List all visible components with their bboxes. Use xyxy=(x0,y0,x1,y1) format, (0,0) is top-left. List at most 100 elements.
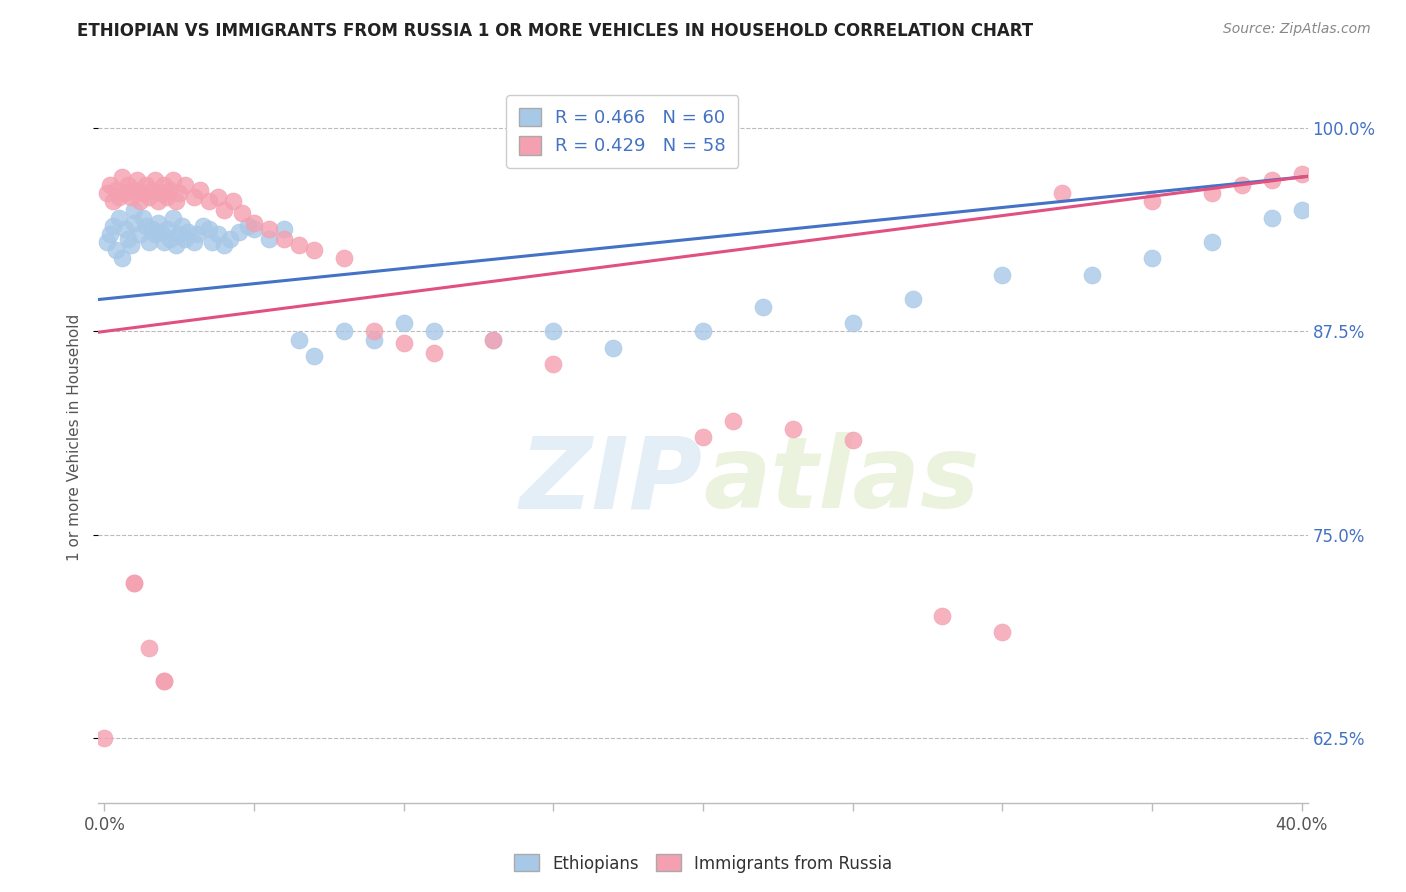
Point xyxy=(138,235,160,249)
Point xyxy=(153,178,176,193)
Point xyxy=(333,252,356,266)
Point xyxy=(243,222,266,236)
Text: ZIP: ZIP xyxy=(520,433,703,530)
Point xyxy=(105,183,128,197)
Point xyxy=(692,430,714,444)
Point xyxy=(100,178,122,193)
Point xyxy=(188,183,211,197)
Point xyxy=(153,235,176,249)
Point xyxy=(165,194,187,209)
Point xyxy=(243,215,266,229)
Point xyxy=(162,211,184,225)
Point xyxy=(422,325,444,339)
Point xyxy=(1140,252,1163,266)
Point xyxy=(174,232,197,246)
Point xyxy=(212,238,235,252)
Point xyxy=(422,345,444,359)
Point xyxy=(288,333,311,347)
Point xyxy=(302,243,325,257)
Point xyxy=(482,333,505,347)
Text: Source: ZipAtlas.com: Source: ZipAtlas.com xyxy=(1223,22,1371,37)
Point xyxy=(1260,173,1282,187)
Point xyxy=(93,731,115,745)
Point xyxy=(143,227,166,241)
Point xyxy=(392,316,415,330)
Point xyxy=(111,169,134,184)
Legend: Ethiopians, Immigrants from Russia: Ethiopians, Immigrants from Russia xyxy=(508,847,898,880)
Point xyxy=(302,349,325,363)
Point xyxy=(124,576,146,591)
Point xyxy=(198,194,221,209)
Point xyxy=(129,227,152,241)
Point xyxy=(124,202,146,217)
Point xyxy=(159,232,181,246)
Point xyxy=(207,227,229,241)
Point xyxy=(257,232,280,246)
Text: atlas: atlas xyxy=(703,433,980,530)
Point xyxy=(117,232,139,246)
Point xyxy=(363,333,385,347)
Point xyxy=(167,186,190,201)
Point xyxy=(141,183,163,197)
Point xyxy=(207,189,229,203)
Point xyxy=(114,186,136,201)
Point xyxy=(1230,178,1253,193)
Point xyxy=(257,222,280,236)
Point xyxy=(193,219,215,233)
Point xyxy=(124,215,146,229)
Point xyxy=(212,202,235,217)
Point xyxy=(120,189,142,203)
Point xyxy=(392,335,415,350)
Point xyxy=(177,225,200,239)
Point xyxy=(174,178,197,193)
Point xyxy=(114,222,136,236)
Point xyxy=(127,173,149,187)
Point xyxy=(363,325,385,339)
Point xyxy=(108,189,131,203)
Y-axis label: 1 or more Vehicles in Household: 1 or more Vehicles in Household xyxy=(66,313,82,561)
Point xyxy=(222,194,245,209)
Point xyxy=(1140,194,1163,209)
Point xyxy=(156,189,179,203)
Point xyxy=(165,238,187,252)
Point xyxy=(120,238,142,252)
Point xyxy=(117,178,139,193)
Point xyxy=(172,219,194,233)
Point xyxy=(782,422,804,436)
Point xyxy=(124,576,146,591)
Point xyxy=(132,186,155,201)
Point xyxy=(150,186,173,201)
Point xyxy=(103,219,125,233)
Point xyxy=(156,222,179,236)
Point xyxy=(1081,268,1104,282)
Point xyxy=(124,183,146,197)
Point xyxy=(1291,167,1313,181)
Point xyxy=(841,434,863,448)
Point xyxy=(153,673,176,688)
Point xyxy=(1050,186,1073,201)
Point xyxy=(138,641,160,656)
Point xyxy=(1201,186,1223,201)
Point xyxy=(482,333,505,347)
Point xyxy=(153,673,176,688)
Point xyxy=(148,215,170,229)
Point xyxy=(183,189,205,203)
Point xyxy=(103,194,125,209)
Point xyxy=(1260,211,1282,225)
Point xyxy=(186,227,208,241)
Point xyxy=(108,211,131,225)
Point xyxy=(167,227,190,241)
Point xyxy=(135,178,157,193)
Point xyxy=(692,325,714,339)
Point xyxy=(273,222,295,236)
Point xyxy=(333,325,356,339)
Point xyxy=(141,222,163,236)
Point xyxy=(100,227,122,241)
Point xyxy=(231,206,253,220)
Point xyxy=(162,173,184,187)
Point xyxy=(228,225,250,239)
Point xyxy=(543,325,565,339)
Point xyxy=(1201,235,1223,249)
Point xyxy=(150,225,173,239)
Point xyxy=(991,625,1014,640)
